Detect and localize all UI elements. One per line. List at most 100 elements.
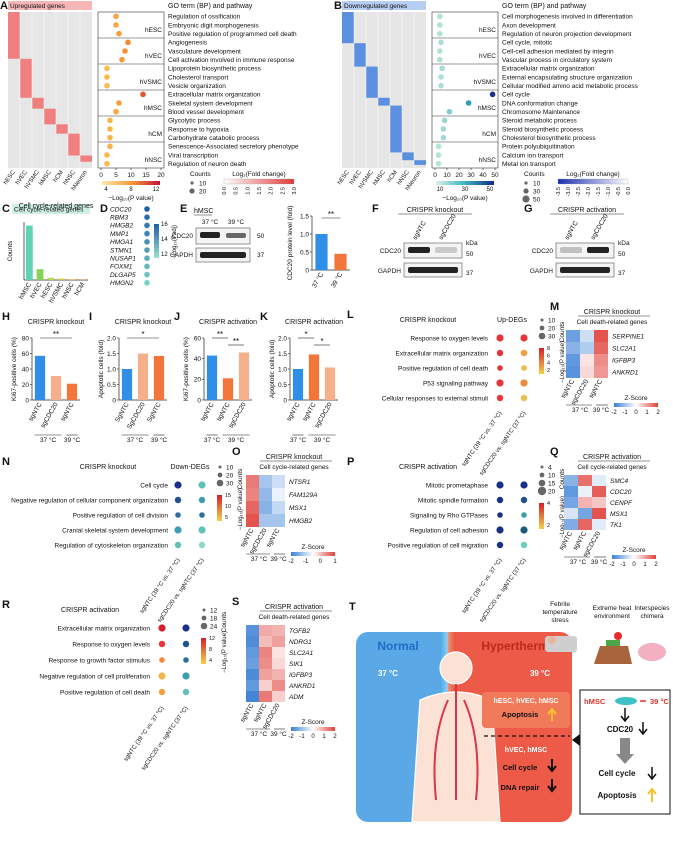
dot xyxy=(144,214,150,220)
dot xyxy=(496,334,504,342)
label: 37 °C xyxy=(202,218,219,226)
x-tick-label: 20 xyxy=(157,172,165,179)
legend-title: Z-Score xyxy=(301,544,325,551)
gene: FAM129A xyxy=(289,492,317,499)
column-label: sgNTC (39 °C vs. 37 °C) xyxy=(139,558,181,615)
colorbar-label: 30 xyxy=(462,187,469,193)
heatmap-cell xyxy=(259,669,272,680)
chart-title: CRISPR knockout xyxy=(584,309,640,316)
heatmap-cell xyxy=(272,680,285,691)
heatmap-block xyxy=(56,124,68,134)
term: Cell cycle xyxy=(502,92,530,99)
colorbar-label: 2 xyxy=(547,523,550,529)
chart-title: CRISPR knockout xyxy=(407,207,463,214)
label: sgNTC xyxy=(564,220,580,241)
dot xyxy=(144,239,150,245)
chart-title: CRISPR knockout xyxy=(400,317,456,324)
colorbar-label: 4 xyxy=(104,187,108,193)
condition: chimera xyxy=(640,613,664,620)
heatmap-block xyxy=(8,12,20,59)
colorbar-label: 0.0 xyxy=(626,187,632,195)
chart-title: CRISPR knockout xyxy=(80,464,136,471)
term: P53 signaling pathway xyxy=(423,380,489,387)
dot xyxy=(144,263,150,270)
heatmap-block xyxy=(414,160,426,165)
label: 37 xyxy=(257,252,265,259)
icon-pig xyxy=(638,643,666,661)
panel-label: A xyxy=(0,0,8,12)
x-tick-label: SgNTC xyxy=(114,401,131,423)
significance: * xyxy=(320,337,323,346)
dot xyxy=(520,541,528,549)
axis-title: −Log₁₀(P value) xyxy=(442,195,487,202)
label: CDC20 xyxy=(607,725,634,734)
bar xyxy=(308,354,320,400)
panel-label: E xyxy=(180,203,187,215)
chart-title: CRISPR activation xyxy=(399,464,457,471)
panel-label: K xyxy=(260,311,268,323)
dot xyxy=(437,48,443,54)
bar xyxy=(292,369,304,400)
dot xyxy=(182,688,190,696)
group-label: hESC xyxy=(479,27,496,34)
dot xyxy=(144,280,150,286)
dot xyxy=(441,117,448,124)
chart-title: Cell cycle-related genes xyxy=(19,203,94,210)
dot xyxy=(438,74,444,80)
chart-title: Down-DEGs xyxy=(171,464,210,471)
column-label: sgCDC20 vs. sgNTC (37 °C) xyxy=(141,706,190,772)
term: Positive regulation of cell death xyxy=(398,365,488,372)
y-tick-label: 80 xyxy=(22,335,30,342)
panel-label: J xyxy=(174,311,180,323)
heatmap-cell xyxy=(566,342,580,354)
dot xyxy=(183,657,189,663)
colorbar xyxy=(539,503,544,529)
blot xyxy=(555,242,615,259)
x-tick-label: 40 xyxy=(479,172,487,179)
shape xyxy=(12,204,90,214)
arrow-down xyxy=(638,722,648,736)
colorbar-label: -2 xyxy=(609,562,615,568)
gene: TK1 xyxy=(610,522,622,529)
pointer xyxy=(572,734,580,746)
term: Cholesterol biosynthetic process xyxy=(502,135,596,142)
term: Response to growth factor stimulus xyxy=(48,657,150,664)
axis-title: Apoptotic cells (fold) xyxy=(269,340,276,399)
dot xyxy=(520,526,528,534)
heatmap-block xyxy=(80,155,92,162)
panel-label: M xyxy=(550,301,559,313)
bar xyxy=(25,225,33,280)
gene: IGFBP3 xyxy=(289,672,313,679)
label: hESC, hVEC, hMSC xyxy=(494,698,559,705)
band xyxy=(200,232,220,238)
term: Cell cycle xyxy=(140,482,168,489)
heatmap-cell xyxy=(272,488,285,501)
y-tick-label: 1.0 xyxy=(278,366,287,373)
chart-title: CRISPR activation xyxy=(583,454,641,461)
group-label: hESC xyxy=(145,27,162,34)
heatmap-cell xyxy=(580,366,594,378)
term: Response to hypoxia xyxy=(168,126,229,133)
legend-dot xyxy=(540,318,544,322)
chart-title: CRISPR activation xyxy=(199,319,257,326)
term: Skeletal system development xyxy=(168,100,253,107)
heatmap-block xyxy=(390,105,402,153)
heatmap-cell xyxy=(272,647,285,658)
colorbar-label: 4 xyxy=(547,361,550,367)
group-label: 37 °C xyxy=(127,436,144,444)
label: Cell cycle xyxy=(503,763,538,772)
colorbar-label: 8 xyxy=(209,647,212,653)
heatmap-cell xyxy=(259,514,272,527)
dot xyxy=(496,349,504,357)
gene: HMGA1 xyxy=(110,239,134,246)
label: kDa xyxy=(466,240,478,247)
colorbar-label: 2.5 xyxy=(280,187,286,195)
dot xyxy=(174,481,182,489)
chart-subtitle: Cell cycle-related genes xyxy=(259,464,329,471)
dot xyxy=(489,91,496,98)
dot xyxy=(144,271,150,278)
condition: Febrile xyxy=(550,601,570,608)
bar xyxy=(57,278,65,280)
significance: * xyxy=(141,330,144,339)
colorbar-label: 12 xyxy=(161,252,168,258)
